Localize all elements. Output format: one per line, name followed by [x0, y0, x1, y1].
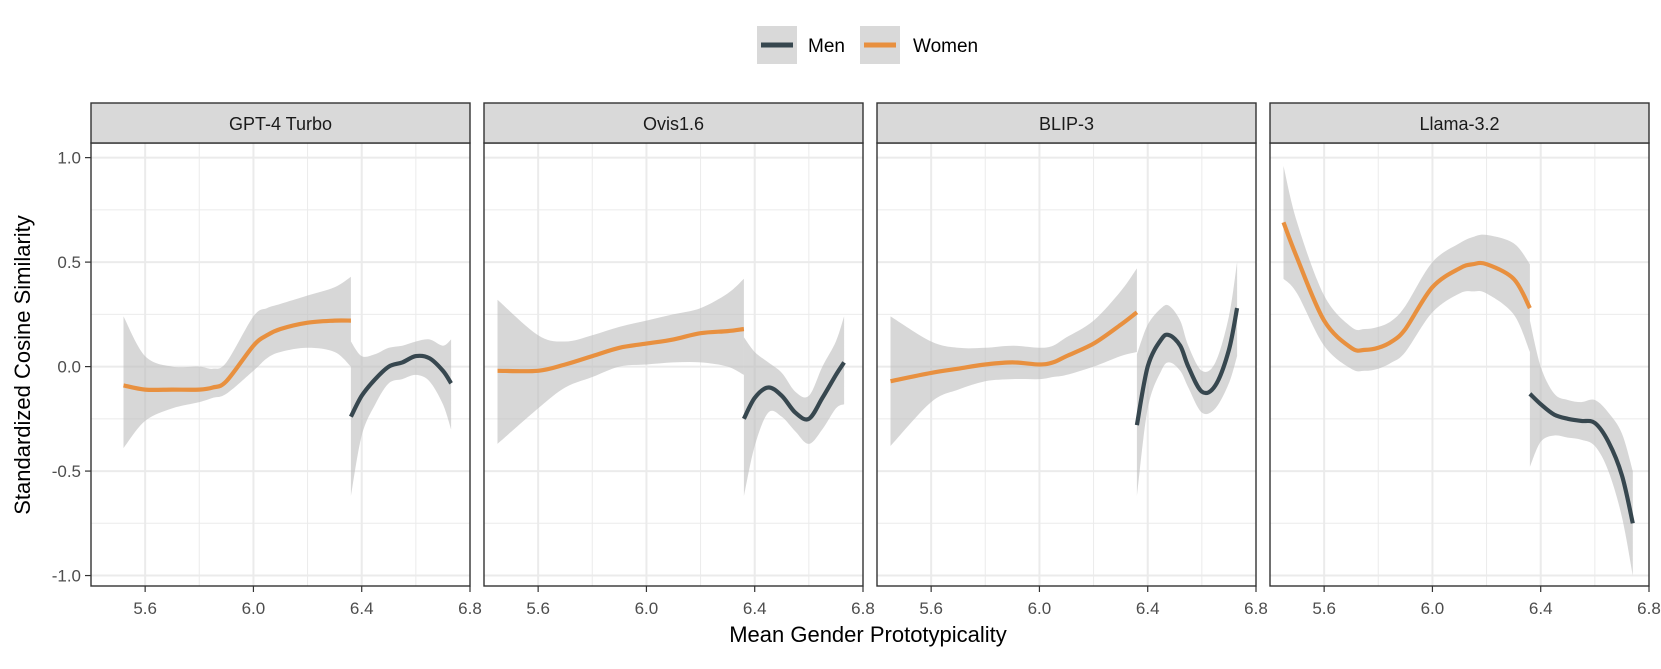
y-tick-label: 1.0: [57, 149, 81, 168]
panel-data: [890, 262, 1240, 497]
panel-gpt-4-turbo: GPT-4 Turbo 5.6 6.0 6.4 6.8: [90, 102, 482, 618]
legend-label: Women: [913, 36, 978, 57]
line-women: [497, 326, 745, 374]
legend-item-men: Men: [757, 26, 845, 64]
panel-strip: [90, 102, 471, 144]
panel-title: GPT-4 Turbo: [229, 114, 332, 134]
ribbon-women: [123, 276, 351, 449]
y-tick-label: -1.0: [52, 567, 81, 586]
line-women: [123, 318, 351, 393]
ribbon-men: [1136, 262, 1238, 497]
x-tick-label: 6.8: [851, 599, 875, 618]
panel-data: [1281, 166, 1635, 576]
line-men: [742, 361, 846, 422]
line-men: [1528, 392, 1635, 524]
ribbon-women: [890, 268, 1137, 446]
legend: Men Women: [757, 26, 978, 64]
line-men: [1134, 307, 1240, 426]
panel-ovis1-6: Ovis1.6 5.6 6.0 6.4 6.8: [483, 102, 875, 618]
panel-strip: [876, 102, 1257, 144]
x-tick-label: 6.0: [242, 599, 266, 618]
x-tick-label: 6.0: [1028, 599, 1052, 618]
ribbon-men: [743, 316, 845, 497]
x-tick-label: 6.4: [1136, 599, 1160, 618]
x-tick-label: 6.0: [1421, 599, 1445, 618]
panel-background: [1270, 143, 1649, 586]
y-axis: 1.0 0.5 0.0 -0.5 -1.0: [52, 149, 91, 586]
x-tick-label: 5.6: [133, 599, 157, 618]
legend-label: Men: [808, 36, 845, 57]
panel-strip: [1269, 102, 1650, 144]
x-tick-label: 6.8: [1637, 599, 1661, 618]
y-axis-title: Standardized Cosine Similarity: [10, 215, 35, 515]
line-men: [349, 353, 453, 418]
panel-blip-3: BLIP-3 5.6 6.0 6.4 6.8: [876, 102, 1268, 618]
y-tick-label: -0.5: [52, 462, 81, 481]
x-tick-label: 6.4: [350, 599, 374, 618]
x-axis-title: Mean Gender Prototypicality: [729, 622, 1007, 647]
x-tick-label: 6.0: [635, 599, 659, 618]
y-tick-label: 0.5: [57, 253, 81, 272]
panels: GPT-4 Turbo 5.6 6.0 6.4 6.8 Ovis1.6 5.6 6.0 6.4 6…: [90, 102, 1661, 618]
x-tick-label: 6.8: [458, 599, 482, 618]
x-tick-label: 5.6: [526, 599, 550, 618]
x-tick-label: 5.6: [919, 599, 943, 618]
panel-data: [123, 276, 453, 497]
line-women: [890, 310, 1139, 384]
panel-llama-3-2: Llama-3.2 5.6 6.0 6.4 6.8: [1269, 102, 1661, 618]
line-women: [1281, 221, 1532, 353]
panel-data: [497, 278, 846, 497]
panel-title: Ovis1.6: [643, 114, 704, 134]
x-tick-label: 5.6: [1312, 599, 1336, 618]
panel-title: BLIP-3: [1039, 114, 1094, 134]
ribbon-women: [497, 278, 744, 444]
x-tick-label: 6.4: [743, 599, 767, 618]
panel-strip: [483, 102, 864, 144]
x-tick-label: 6.4: [1529, 599, 1553, 618]
legend-item-women: Women: [860, 26, 978, 64]
panel-title: Llama-3.2: [1419, 114, 1499, 134]
x-tick-label: 6.8: [1244, 599, 1268, 618]
y-tick-label: 0.0: [57, 358, 81, 377]
